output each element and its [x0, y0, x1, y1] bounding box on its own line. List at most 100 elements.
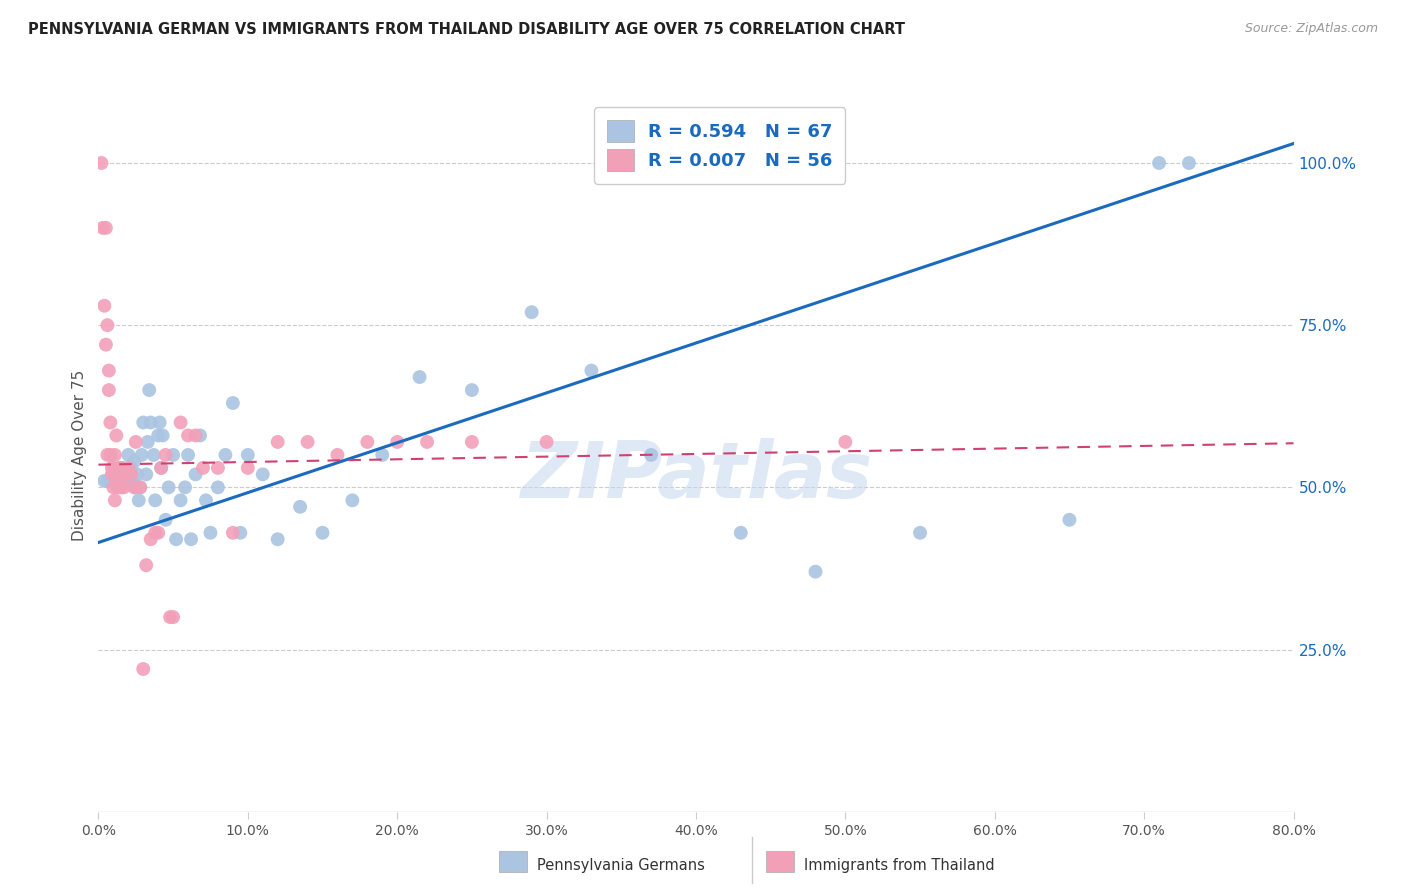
Point [110, 467, 132, 482]
Point [385, 434, 409, 449]
Point [125, 434, 148, 449]
Point [174, 480, 197, 494]
Point [108, 474, 131, 488]
Point [180, 533, 202, 547]
Point [188, 428, 211, 442]
Point [103, 480, 125, 494]
Point [136, 434, 159, 449]
Point [97, 363, 120, 377]
Point [1147, 156, 1170, 170]
Point [581, 363, 603, 377]
Legend: R = 0.594   N = 67, R = 0.007   N = 56: R = 0.594 N = 67, R = 0.007 N = 56 [595, 107, 845, 184]
Point [96, 448, 118, 462]
Point [162, 448, 184, 462]
Point [162, 610, 184, 624]
Point [120, 461, 142, 475]
Point [101, 467, 124, 482]
Point [90, 156, 112, 170]
Point [1059, 513, 1081, 527]
Point [103, 461, 125, 475]
Point [155, 513, 177, 527]
Point [804, 565, 827, 579]
Point [100, 416, 122, 430]
Point [150, 461, 173, 475]
Point [184, 428, 207, 442]
Point [520, 305, 543, 319]
Point [143, 525, 166, 540]
Point [111, 474, 134, 488]
Point [129, 480, 152, 494]
Point [152, 428, 174, 442]
Point [195, 493, 218, 508]
Point [326, 448, 349, 462]
Point [97, 383, 120, 397]
Point [91, 220, 114, 235]
Point [110, 461, 132, 475]
Point [128, 493, 150, 508]
Point [1178, 156, 1201, 170]
Point [96, 318, 118, 333]
Point [177, 428, 200, 442]
Point [108, 461, 131, 475]
Point [127, 467, 149, 482]
Point [229, 525, 252, 540]
Point [207, 461, 229, 475]
Point [416, 434, 439, 449]
Point [536, 434, 558, 449]
Point [115, 474, 138, 488]
Text: ZIPatlas: ZIPatlas [520, 438, 872, 515]
Point [834, 434, 856, 449]
Point [139, 533, 162, 547]
Point [214, 448, 236, 462]
Point [184, 467, 207, 482]
Point [107, 467, 129, 482]
Point [408, 370, 430, 384]
Point [356, 434, 378, 449]
Point [94, 337, 117, 351]
Point [155, 448, 177, 462]
Point [908, 525, 931, 540]
Point [165, 533, 187, 547]
Point [139, 416, 162, 430]
Point [150, 461, 173, 475]
Point [207, 480, 229, 494]
Point [169, 493, 191, 508]
Point [100, 448, 122, 462]
Point [103, 467, 125, 482]
Point [124, 454, 146, 468]
Point [112, 467, 135, 482]
Point [118, 467, 141, 482]
Point [121, 474, 143, 488]
Point [94, 220, 117, 235]
Point [236, 448, 259, 462]
Point [267, 533, 290, 547]
Text: Source: ZipAtlas.com: Source: ZipAtlas.com [1244, 22, 1378, 36]
Point [640, 448, 662, 462]
Point [107, 474, 129, 488]
Point [117, 461, 139, 475]
Point [149, 416, 172, 430]
Point [104, 448, 127, 462]
Point [222, 525, 245, 540]
Point [135, 467, 157, 482]
Point [142, 448, 165, 462]
Point [311, 525, 333, 540]
Point [131, 448, 153, 462]
Point [101, 461, 124, 475]
Point [222, 396, 245, 410]
Text: Pennsylvania Germans: Pennsylvania Germans [537, 858, 704, 872]
Point [461, 434, 484, 449]
Point [96, 474, 118, 488]
Point [169, 416, 191, 430]
Point [105, 428, 128, 442]
Point [132, 662, 155, 676]
Point [135, 558, 157, 573]
Point [105, 474, 128, 488]
Point [148, 428, 170, 442]
Point [107, 480, 129, 494]
Point [143, 493, 166, 508]
Point [297, 434, 319, 449]
Point [267, 434, 290, 449]
Point [191, 461, 214, 475]
Point [288, 500, 311, 514]
